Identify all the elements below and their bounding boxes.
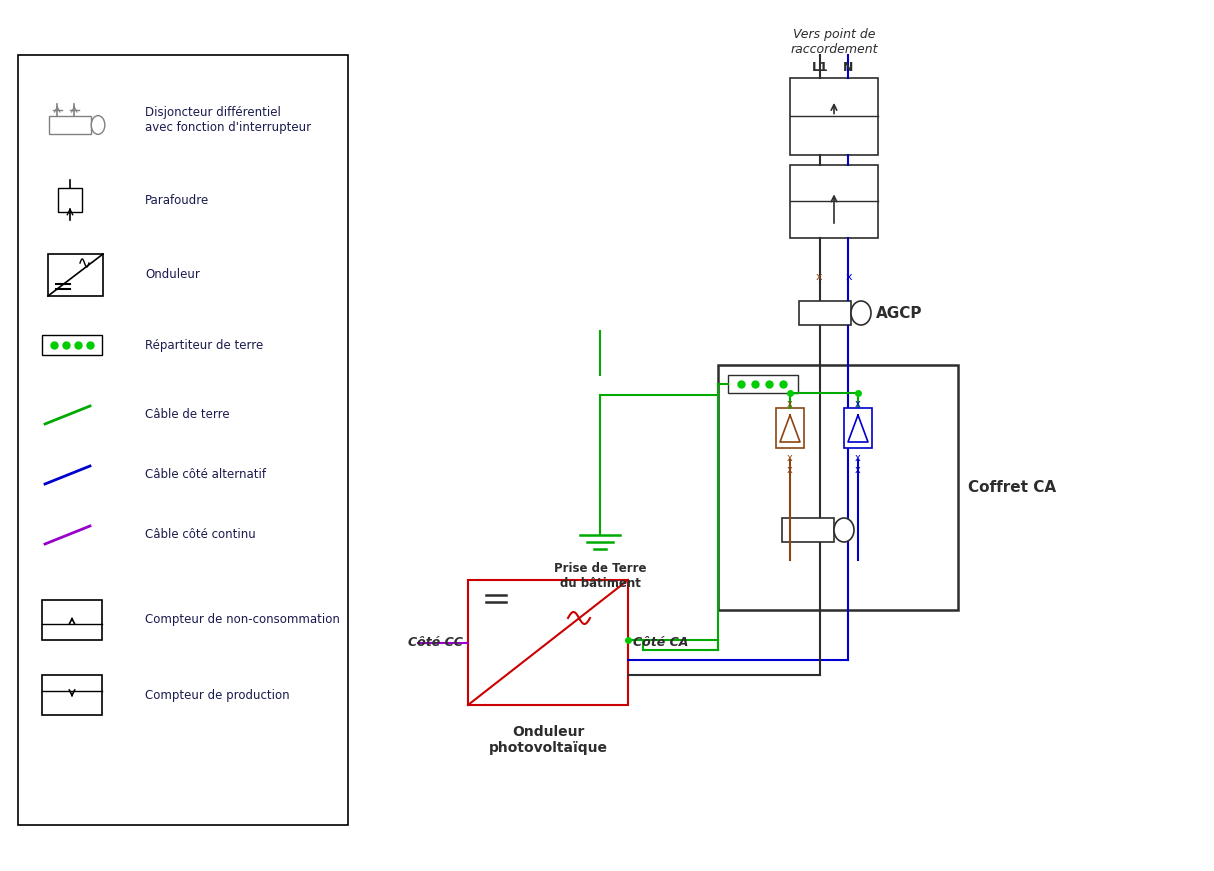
Text: N: N (843, 62, 853, 75)
Text: AGCP: AGCP (877, 306, 923, 321)
Text: Parafoudre: Parafoudre (144, 193, 209, 206)
Bar (799, 301, 851, 325)
Text: Compteur de non-consommation: Compteur de non-consommation (144, 613, 340, 626)
Text: x: x (855, 453, 861, 463)
Text: Onduleur: Onduleur (144, 268, 200, 281)
Text: Onduleur
photovoltaïque: Onduleur photovoltaïque (488, 725, 607, 755)
Text: x: x (855, 399, 861, 409)
Bar (42, 335, 102, 355)
Ellipse shape (91, 116, 104, 134)
Bar (790, 78, 878, 155)
Text: Côté CA: Côté CA (632, 636, 688, 649)
Bar (469, 580, 628, 705)
Text: Répartiteur de terre: Répartiteur de terre (144, 339, 263, 352)
Bar (18, 55, 348, 825)
Text: Coffret CA: Coffret CA (968, 480, 1056, 495)
Text: Prise de Terre
du bâtiment: Prise de Terre du bâtiment (554, 562, 646, 590)
Ellipse shape (834, 518, 853, 542)
Text: x: x (816, 272, 822, 282)
Bar (58, 188, 83, 212)
Text: Câble côté alternatif: Câble côté alternatif (144, 469, 266, 482)
Bar (49, 116, 91, 134)
Text: L1: L1 (812, 62, 828, 75)
Text: Câble côté continu: Câble côté continu (144, 529, 256, 542)
Text: Vers point de
raccordement: Vers point de raccordement (790, 28, 878, 56)
Text: Disjoncteur différentiel
avec fonction d'interrupteur: Disjoncteur différentiel avec fonction d… (144, 106, 311, 134)
Bar (42, 600, 102, 640)
Text: Câble de terre: Câble de terre (144, 408, 229, 422)
Bar (42, 675, 102, 715)
Bar (717, 365, 958, 610)
Text: x: x (787, 465, 793, 475)
Ellipse shape (851, 301, 870, 325)
Text: x: x (846, 272, 852, 282)
Bar (728, 375, 798, 393)
Text: x: x (787, 399, 793, 409)
Text: x: x (855, 465, 861, 475)
Bar (844, 408, 872, 448)
Bar (790, 165, 878, 238)
Text: x: x (787, 453, 793, 463)
Text: Côté CC: Côté CC (408, 636, 463, 649)
Text: Compteur de production: Compteur de production (144, 688, 290, 701)
Bar (776, 408, 804, 448)
Bar (49, 254, 103, 296)
Bar (782, 518, 834, 542)
